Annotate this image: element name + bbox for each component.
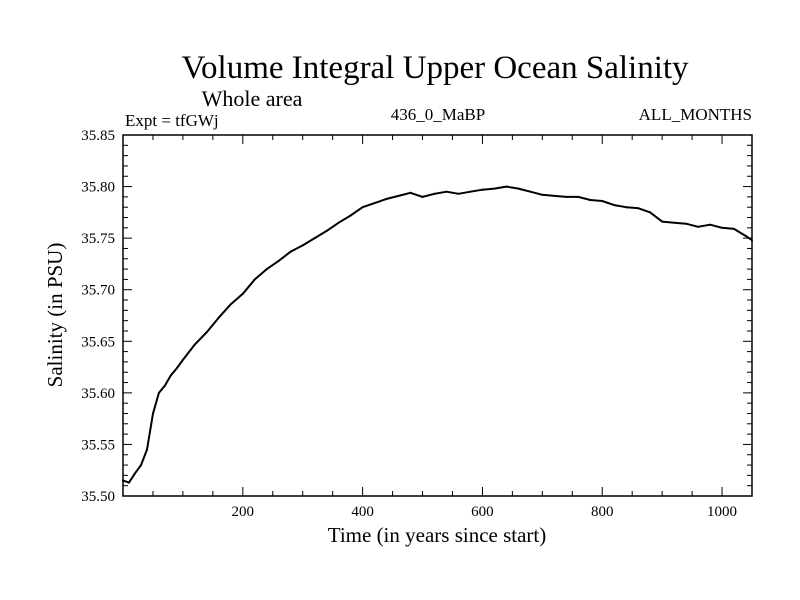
data-point <box>541 193 544 196</box>
data-point <box>625 206 628 209</box>
data-point <box>169 374 172 377</box>
data-point <box>685 222 688 225</box>
experiment-label: Expt = tfGWj <box>125 111 219 130</box>
data-point <box>697 225 700 228</box>
y-axis: 35.50 35.55 35.60 35.65 35.70 35.75 35.80 35.85 <box>81 128 752 505</box>
data-point <box>649 211 652 214</box>
data-point <box>127 481 130 484</box>
data-point <box>469 190 472 193</box>
y-tick-label: 35.70 <box>81 283 115 299</box>
data-point <box>601 200 604 203</box>
data-point <box>613 204 616 207</box>
data-point <box>217 316 220 319</box>
data-point <box>529 190 532 193</box>
data-point <box>661 220 664 223</box>
x-tick-label: 1000 <box>707 504 737 520</box>
y-tick-label: 35.75 <box>81 231 115 247</box>
data-point <box>133 472 136 475</box>
data-point <box>745 235 748 238</box>
data-point <box>193 343 196 346</box>
y-tick-label: 35.80 <box>81 180 115 196</box>
x-tick-label: 800 <box>591 504 614 520</box>
data-point <box>589 198 592 201</box>
data-point <box>409 191 412 194</box>
data-point <box>385 197 388 200</box>
data-point <box>673 221 676 224</box>
data-point <box>301 244 304 247</box>
data-point <box>397 194 400 197</box>
data-point <box>751 239 753 242</box>
x-axis-label: Time (in years since start) <box>328 523 547 547</box>
series-group <box>122 185 753 484</box>
data-point <box>505 185 508 188</box>
data-point <box>205 331 208 334</box>
data-point <box>241 292 244 295</box>
data-point <box>163 384 166 387</box>
x-tick-label: 200 <box>232 504 255 520</box>
data-point <box>175 367 178 370</box>
data-point <box>709 223 712 226</box>
data-point <box>145 448 148 451</box>
data-point <box>493 187 496 190</box>
data-point <box>325 229 328 232</box>
data-point <box>565 195 568 198</box>
data-point <box>122 479 124 482</box>
data-point <box>457 192 460 195</box>
y-axis-label: Salinity (in PSU) <box>43 243 67 388</box>
data-point <box>721 226 724 229</box>
y-tick-label: 35.50 <box>81 489 115 505</box>
plot-frame <box>122 134 753 497</box>
data-point <box>373 202 376 205</box>
data-point <box>181 358 184 361</box>
data-point <box>637 207 640 210</box>
months-label: ALL_MONTHS <box>639 105 752 124</box>
data-point <box>313 237 316 240</box>
data-point <box>265 268 268 271</box>
y-tick-label: 35.60 <box>81 386 115 402</box>
data-point <box>253 278 256 281</box>
data-point <box>337 221 340 224</box>
y-tick-label: 35.55 <box>81 437 115 453</box>
x-axis: 200 400 600 800 1000 <box>152 135 737 520</box>
y-tick-label: 35.85 <box>81 128 115 144</box>
data-point <box>445 190 448 193</box>
period-label: 436_0_MaBP <box>391 105 485 124</box>
data-point <box>349 214 352 217</box>
data-point <box>277 259 280 262</box>
data-point <box>481 188 484 191</box>
data-point <box>733 227 736 230</box>
data-point <box>151 412 154 415</box>
series-line <box>122 185 753 484</box>
x-tick-label: 400 <box>351 504 374 520</box>
data-point <box>139 464 142 467</box>
chart-subtitle: Whole area <box>202 86 303 111</box>
data-point <box>361 206 364 209</box>
data-point <box>229 303 232 306</box>
x-tick-label: 600 <box>471 504 494 520</box>
data-point <box>289 250 292 253</box>
data-point <box>421 195 424 198</box>
data-point <box>553 194 556 197</box>
y-tick-label: 35.65 <box>81 334 115 350</box>
chart-title: Volume Integral Upper Ocean Salinity <box>181 50 689 86</box>
data-point <box>433 192 436 195</box>
data-point <box>517 187 520 190</box>
data-point <box>577 195 580 198</box>
data-point <box>157 391 160 394</box>
